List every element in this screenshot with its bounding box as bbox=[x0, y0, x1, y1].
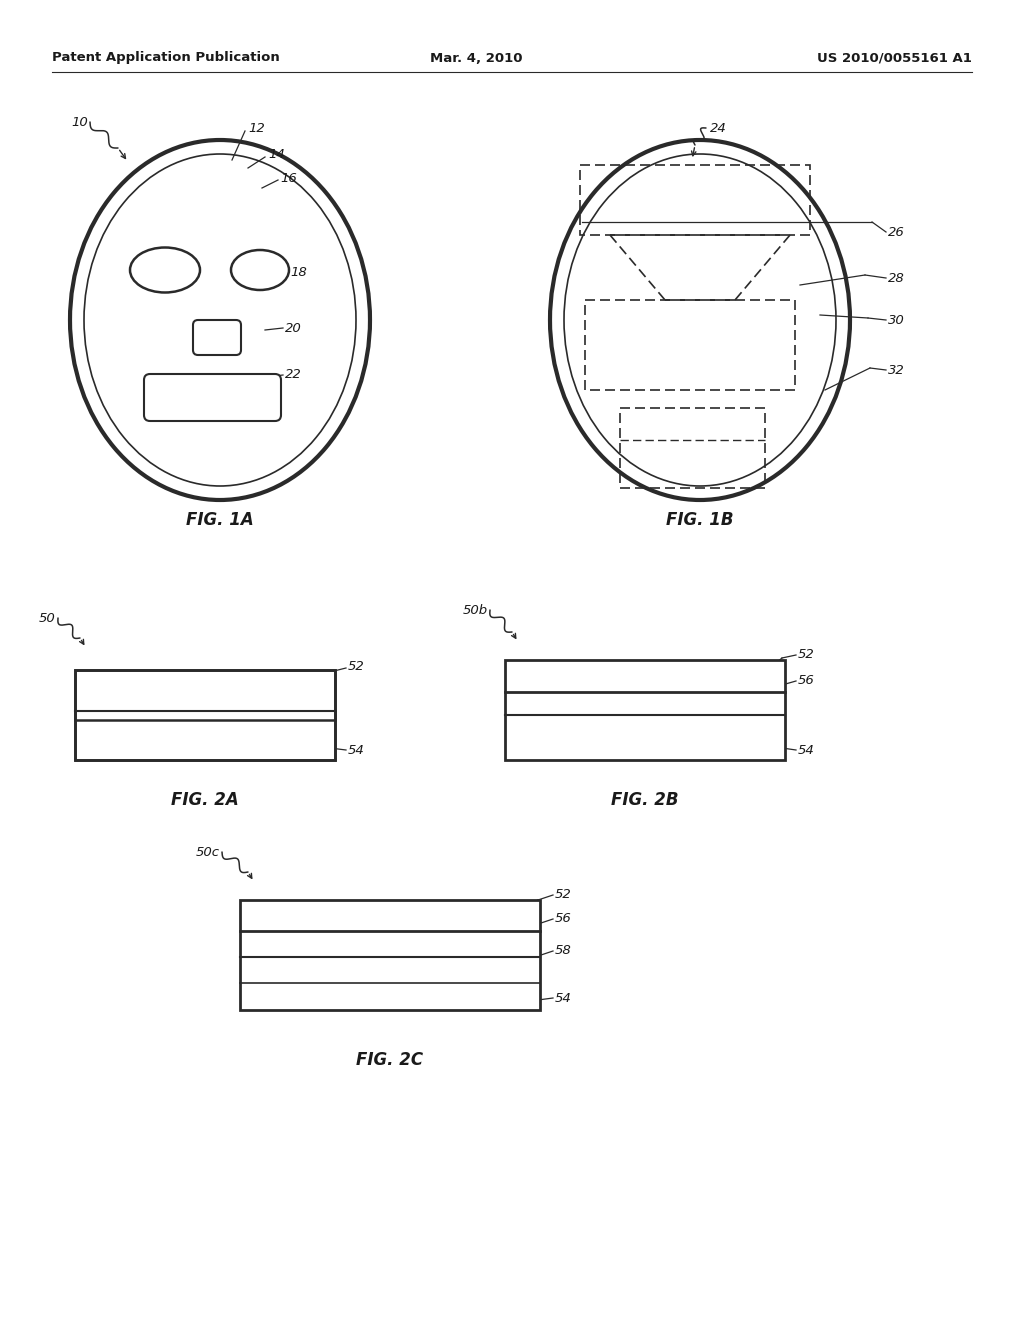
FancyBboxPatch shape bbox=[193, 319, 241, 355]
Text: 54: 54 bbox=[348, 743, 365, 756]
Bar bbox=[75, 671, 335, 719]
Text: Mar. 4, 2010: Mar. 4, 2010 bbox=[430, 51, 522, 65]
Text: 26: 26 bbox=[888, 226, 905, 239]
Bar bbox=[620, 408, 765, 488]
Text: 50b: 50b bbox=[463, 603, 488, 616]
Text: 56: 56 bbox=[555, 912, 571, 924]
Bar bbox=[585, 300, 795, 389]
Text: 52: 52 bbox=[348, 660, 365, 672]
Ellipse shape bbox=[550, 140, 850, 500]
Text: 50: 50 bbox=[38, 611, 55, 624]
Text: 28: 28 bbox=[888, 272, 905, 285]
Text: 10: 10 bbox=[72, 116, 88, 128]
Ellipse shape bbox=[231, 249, 289, 290]
Text: 32: 32 bbox=[888, 363, 905, 376]
Ellipse shape bbox=[70, 140, 370, 500]
Text: Patent Application Publication: Patent Application Publication bbox=[52, 51, 280, 65]
Text: 54: 54 bbox=[798, 743, 815, 756]
Text: 56: 56 bbox=[798, 673, 815, 686]
Text: 58: 58 bbox=[555, 944, 571, 957]
Text: 50c: 50c bbox=[196, 846, 220, 858]
Text: US 2010/0055161 A1: US 2010/0055161 A1 bbox=[817, 51, 972, 65]
Bar bbox=[505, 660, 785, 760]
Bar bbox=[580, 165, 810, 235]
FancyBboxPatch shape bbox=[144, 374, 281, 421]
Text: 20: 20 bbox=[285, 322, 302, 334]
Text: FIG. 2C: FIG. 2C bbox=[356, 1051, 424, 1069]
Text: FIG. 2A: FIG. 2A bbox=[171, 791, 239, 809]
Text: 12: 12 bbox=[248, 121, 265, 135]
Bar bbox=[75, 710, 335, 760]
Text: 24: 24 bbox=[710, 121, 727, 135]
Bar bbox=[75, 671, 335, 760]
Text: FIG. 1A: FIG. 1A bbox=[186, 511, 254, 529]
Text: FIG. 1B: FIG. 1B bbox=[667, 511, 734, 529]
Text: 18: 18 bbox=[290, 265, 307, 279]
Text: 30: 30 bbox=[888, 314, 905, 326]
Text: FIG. 2B: FIG. 2B bbox=[611, 791, 679, 809]
Text: 54: 54 bbox=[555, 991, 571, 1005]
Text: 14: 14 bbox=[268, 149, 285, 161]
Text: 22: 22 bbox=[285, 368, 302, 381]
Text: 52: 52 bbox=[798, 648, 815, 660]
Text: 52: 52 bbox=[555, 887, 571, 900]
Text: 16: 16 bbox=[280, 172, 297, 185]
Bar bbox=[240, 900, 540, 1010]
Ellipse shape bbox=[130, 248, 200, 293]
